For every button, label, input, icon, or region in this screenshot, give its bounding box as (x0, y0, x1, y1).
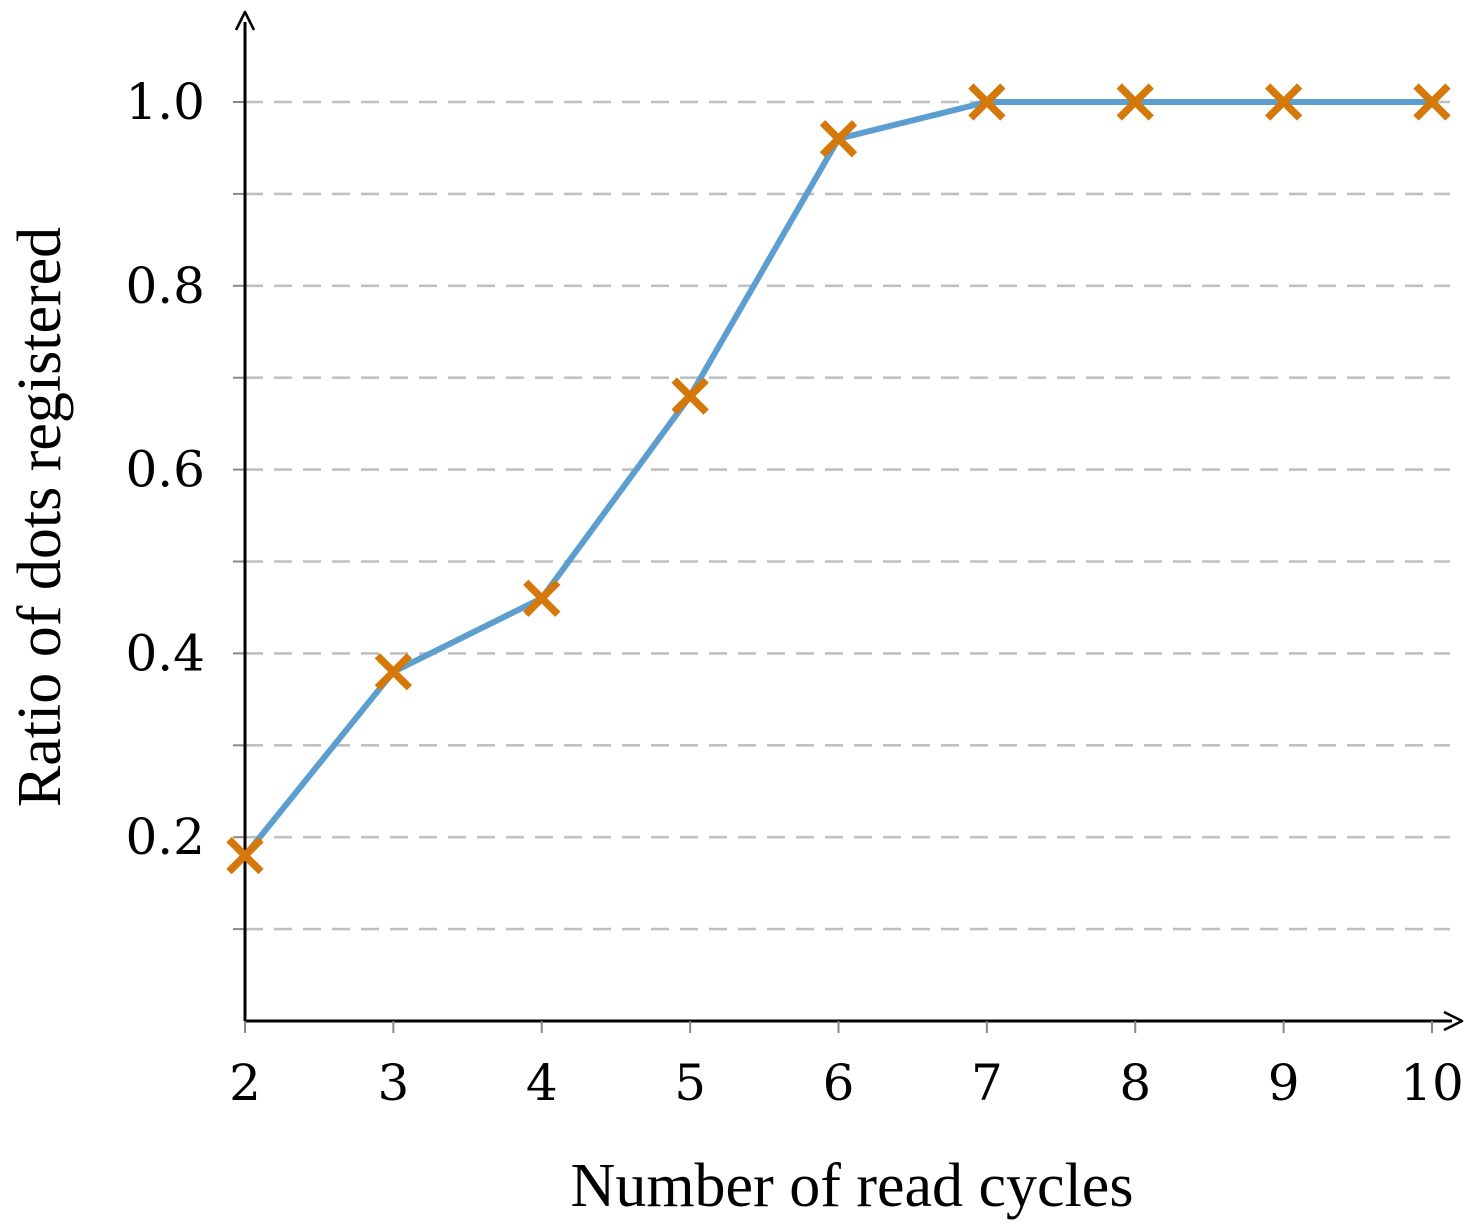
x-tick-label: 6 (823, 1054, 855, 1112)
y-axis-title: Ratio of dots registered (6, 227, 74, 807)
grid-lines (245, 100, 1450, 931)
data-point-marker (1264, 83, 1303, 121)
y-tick-label: 0.2 (125, 808, 205, 866)
axes (233, 10, 1464, 1033)
y-tick-labels: 0.2 0.4 0.6 0.8 1.0 (125, 73, 205, 866)
data-point-marker (968, 83, 1006, 121)
data-point-marker (226, 836, 264, 875)
series-line (242, 99, 1435, 859)
y-tick-label: 0.4 (125, 624, 205, 682)
x-axis-title: Number of read cycles (571, 1152, 1134, 1220)
marker-stroke (1116, 83, 1154, 121)
x-tick-label: 7 (971, 1054, 1003, 1112)
marker-stroke (671, 377, 709, 415)
y-axis-arrow (234, 10, 256, 31)
y-tick-label: 0.8 (125, 257, 205, 315)
marker-stroke (1413, 83, 1451, 121)
y-tick-label: 0.6 (125, 441, 205, 499)
marker-stroke (523, 579, 561, 617)
marker-stroke (819, 120, 858, 158)
marker-stroke (374, 653, 413, 691)
data-point-marker (671, 377, 709, 415)
marker-stroke (968, 83, 1006, 121)
data-point-marker (1116, 83, 1154, 121)
x-tick-label: 9 (1268, 1054, 1300, 1112)
data-point-marker (374, 653, 413, 691)
x-tick-label: 4 (526, 1054, 558, 1112)
data-point-marker (523, 579, 561, 617)
x-axis-arrow (1443, 1010, 1464, 1032)
y-tick-label: 1.0 (125, 73, 205, 131)
x-tick-label: 2 (229, 1054, 261, 1112)
data-point-marker (819, 120, 858, 158)
data-series (226, 83, 1451, 875)
marker-stroke (1264, 83, 1303, 121)
x-tick-label: 8 (1119, 1054, 1151, 1112)
marker-stroke (226, 836, 264, 875)
x-tick-labels: 2 3 4 5 6 7 8 9 10 (229, 1054, 1464, 1112)
x-tick-label: 3 (377, 1054, 409, 1112)
data-point-marker (1413, 83, 1451, 121)
x-tick-label: 5 (674, 1054, 706, 1112)
x-tick-label: 10 (1400, 1054, 1464, 1112)
